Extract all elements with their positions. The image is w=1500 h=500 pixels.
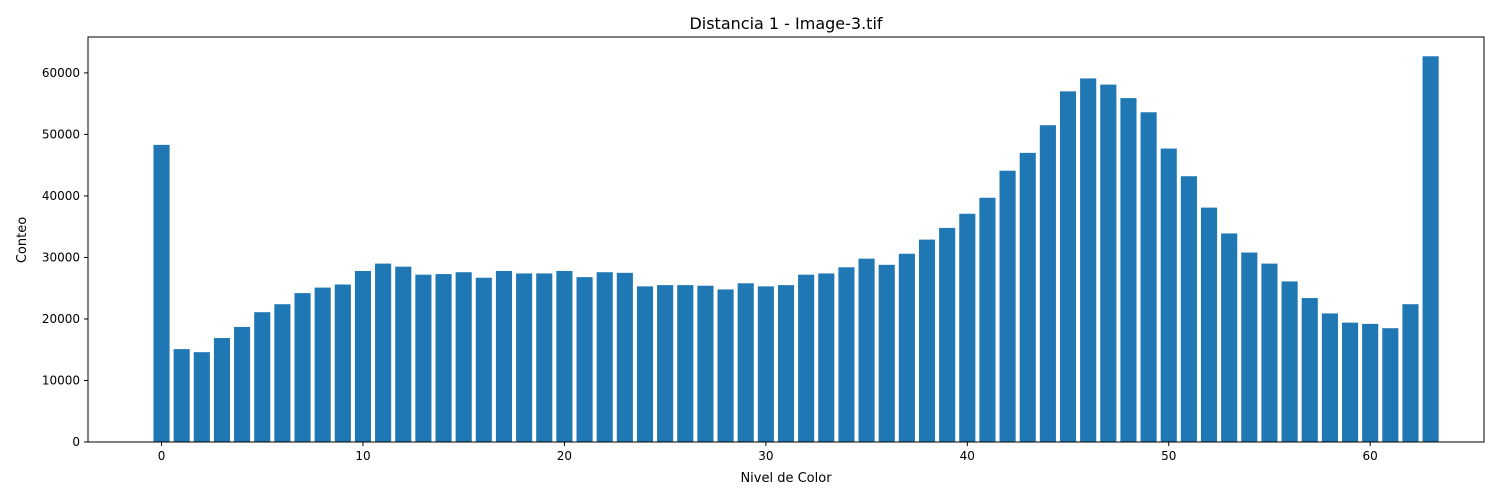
x-axis-label: Nivel de Color [740, 471, 832, 486]
x-tick-label: 20 [557, 449, 572, 463]
bar-26 [677, 285, 694, 442]
bar-57 [1301, 298, 1318, 442]
x-tick-label: 60 [1363, 449, 1378, 463]
x-axis-ticks: 0 10 20 30 40 50 60 [158, 442, 1378, 463]
bar-50 [1160, 148, 1177, 442]
bar-44 [1039, 125, 1056, 442]
x-tick-label: 40 [960, 449, 975, 463]
bar-46 [1080, 78, 1097, 442]
bar-59 [1341, 322, 1359, 442]
y-tick-label: 30000 [42, 250, 80, 264]
bar-55 [1261, 263, 1278, 442]
bar-6 [274, 304, 291, 442]
bar-1 [173, 349, 190, 442]
bar-7 [294, 293, 311, 442]
bar-56 [1281, 281, 1298, 442]
x-tick-label: 0 [158, 449, 166, 463]
bar-48 [1120, 98, 1137, 443]
bar-8 [314, 287, 331, 442]
bar-62 [1402, 304, 1419, 442]
bar-41 [979, 197, 996, 442]
bar-12 [395, 266, 412, 442]
bar-18 [516, 273, 533, 442]
bar-31 [777, 285, 795, 442]
chart-title: Distancia 1 - Image-3.tif [689, 14, 882, 33]
bar-30 [757, 286, 774, 442]
bar-43 [1019, 152, 1036, 442]
bar-40 [959, 213, 976, 442]
bar-20 [556, 270, 573, 442]
bar-37 [898, 253, 915, 442]
bar-42 [999, 170, 1016, 442]
plot-frame [87, 36, 1485, 443]
bar-36 [878, 264, 895, 442]
bar-27 [697, 285, 714, 442]
bar-22 [596, 272, 613, 442]
bar-17 [495, 270, 513, 442]
bar-2 [193, 352, 210, 442]
bar-23 [616, 272, 633, 442]
bar-38 [918, 239, 936, 442]
bar-10 [354, 270, 372, 442]
bar-34 [838, 267, 855, 442]
bar-52 [1200, 207, 1218, 442]
bars-group [153, 56, 1439, 443]
bar-0 [153, 144, 170, 442]
bar-53 [1221, 233, 1238, 442]
bar-11 [375, 263, 392, 442]
x-tick-label: 10 [355, 449, 370, 463]
bar-63 [1422, 56, 1439, 443]
bar-25 [657, 285, 674, 442]
bar-24 [636, 286, 654, 442]
bar-32 [798, 274, 815, 442]
bar-29 [737, 283, 754, 442]
bar-5 [254, 312, 271, 442]
y-tick-label: 50000 [42, 127, 80, 141]
bar-33 [818, 273, 835, 442]
y-tick-label: 60000 [42, 66, 80, 80]
bar-16 [475, 277, 492, 442]
bar-19 [536, 273, 553, 442]
bar-54 [1241, 252, 1258, 442]
bar-47 [1100, 84, 1117, 442]
bar-45 [1059, 91, 1077, 442]
bar-61 [1382, 328, 1399, 442]
bar-58 [1321, 313, 1338, 442]
x-tick-label: 30 [758, 449, 773, 463]
bar-21 [576, 277, 593, 442]
bar-13 [415, 274, 432, 442]
bar-60 [1362, 323, 1379, 442]
bar-35 [858, 258, 875, 442]
y-tick-label: 20000 [42, 312, 80, 326]
y-axis-label: Conteo [15, 217, 30, 263]
bar-3 [213, 338, 231, 442]
bar-28 [717, 289, 734, 442]
bar-15 [455, 272, 472, 442]
x-tick-label: 50 [1161, 449, 1176, 463]
y-tick-label: 0 [72, 435, 80, 449]
bar-51 [1180, 176, 1197, 443]
bar-39 [939, 227, 956, 442]
y-tick-label: 10000 [42, 373, 80, 387]
bar-14 [435, 274, 452, 442]
y-tick-label: 40000 [42, 189, 80, 203]
y-axis-ticks: 0 10000 20000 30000 40000 50000 60000 [42, 66, 88, 449]
bar-9 [334, 284, 351, 442]
bar-49 [1140, 112, 1157, 443]
bar-4 [234, 326, 251, 442]
